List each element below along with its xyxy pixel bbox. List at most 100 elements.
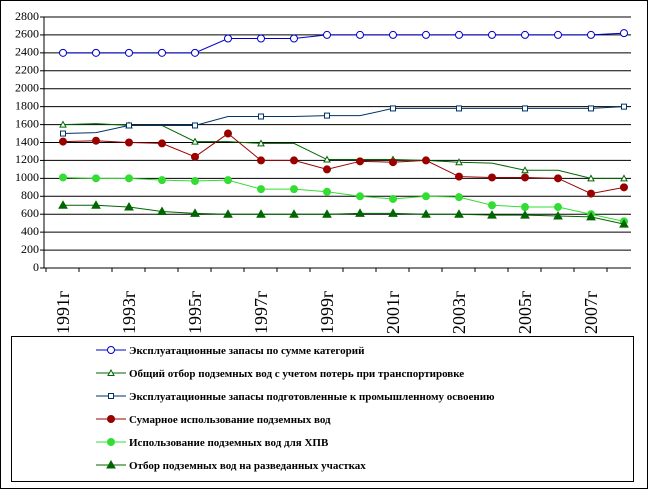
data-point: [58, 200, 68, 209]
legend-swatch-icon: [96, 415, 126, 423]
data-point: [620, 174, 628, 182]
data-point: [389, 158, 397, 167]
legend-swatch-icon: [96, 459, 126, 469]
data-point: [59, 173, 67, 182]
series-5: [59, 173, 628, 226]
x-tick-label: 1991г: [53, 291, 73, 334]
data-point: [587, 189, 595, 198]
legend-swatch-icon: [96, 438, 126, 446]
y-tick-label: 1600: [15, 116, 39, 130]
data-point: [324, 112, 330, 119]
data-point: [190, 208, 200, 217]
legend-label: Эксплуатационные запасы подготовленные к…: [129, 391, 495, 403]
data-point: [289, 209, 299, 218]
series-line: [62, 132, 625, 195]
data-point: [421, 209, 431, 218]
legend-swatch-marker: [106, 459, 116, 469]
data-point: [456, 105, 462, 112]
data-point: [257, 156, 265, 165]
y-tick-label: 2600: [15, 27, 39, 41]
data-point: [158, 48, 166, 57]
data-point: [422, 156, 430, 165]
data-point: [522, 105, 528, 112]
data-point: [191, 177, 199, 186]
legend-label: Общий отбор подземных вод с учетом потер…: [129, 368, 465, 380]
legend-label: Сумарное использование подземных вод: [129, 414, 331, 426]
data-point: [257, 139, 265, 147]
y-tick-label: 400: [21, 224, 39, 238]
data-point: [224, 129, 232, 138]
data-point: [389, 30, 397, 39]
line-chart: 0 200 400 600 800 1000 1200 1400 1600 1800 2000 220…: [15, 9, 631, 334]
series-3: [60, 103, 627, 137]
series-lines: [58, 29, 629, 228]
legend-item: Отбор подземных вод на разведанных участ…: [12, 457, 633, 477]
series-line: [63, 32, 625, 54]
y-tick-label: 2800: [15, 9, 39, 23]
data-point: [125, 174, 133, 183]
series-line: [63, 204, 625, 225]
data-point: [126, 122, 132, 129]
legend-swatch-marker: [107, 415, 115, 423]
series-1: [59, 29, 628, 57]
axes: [40, 16, 631, 272]
data-point: [455, 193, 463, 202]
data-point: [520, 210, 530, 219]
legend-label: Эксплуатационные запасы по сумме категор…: [129, 345, 365, 357]
y-tick-label: 1200: [15, 152, 39, 166]
data-point: [588, 105, 594, 112]
y-tick-label: 800: [21, 188, 39, 202]
data-point: [92, 48, 100, 57]
data-point: [290, 34, 298, 43]
data-point: [323, 155, 331, 163]
legend-swatch-marker: [107, 368, 115, 376]
data-point: [356, 192, 364, 201]
data-point: [621, 103, 627, 110]
data-point: [554, 203, 562, 212]
data-point: [59, 48, 67, 57]
data-point: [620, 29, 628, 38]
series-6: [58, 200, 629, 228]
legend-item: Сумарное использование подземных вод: [12, 411, 633, 431]
data-point: [290, 185, 298, 194]
data-point: [290, 156, 298, 165]
y-tick-label: 2000: [15, 80, 39, 94]
legend-swatch-marker: [107, 346, 115, 354]
data-point: [388, 208, 398, 217]
data-point: [587, 30, 595, 39]
data-point: [124, 202, 134, 211]
legend-label: Использование подземных вод для ХПВ: [129, 437, 329, 449]
data-point: [91, 200, 101, 209]
legend-swatch-icon: [96, 368, 126, 376]
legend-swatch-icon: [96, 393, 126, 399]
data-point: [455, 30, 463, 39]
data-point: [488, 173, 496, 182]
series-line: [62, 176, 625, 222]
legend-label: Отбор подземных вод на разведанных участ…: [129, 460, 366, 472]
y-tick-label: 1800: [15, 98, 39, 112]
data-point: [422, 192, 430, 201]
data-point: [586, 211, 596, 221]
data-point: [554, 30, 562, 39]
data-point: [521, 173, 529, 182]
x-tick-label: 1999г: [317, 291, 337, 334]
legend-item: Эксплуатационные запасы по сумме категор…: [12, 342, 633, 362]
data-point: [258, 113, 264, 120]
y-tick-label: 2400: [15, 45, 39, 59]
y-axis-ticks: 0 200 400 600 800 1000 1200 1400 1600 1800 2000 220…: [15, 9, 39, 274]
data-point: [59, 137, 67, 146]
data-point: [323, 165, 331, 174]
data-point: [257, 185, 265, 194]
series-4: [59, 129, 628, 198]
legend-item: Общий отбор подземных вод с учетом потер…: [12, 365, 633, 385]
data-point: [224, 176, 232, 185]
data-point: [158, 139, 166, 148]
data-point: [223, 209, 233, 218]
y-tick-label: 0: [33, 260, 39, 274]
x-axis-ticks: 1991г 1993г 1995г 1997г 1999г 2001г 2003г 2005г…: [53, 291, 601, 334]
data-point: [60, 130, 66, 137]
data-point: [323, 187, 331, 196]
data-point: [587, 174, 595, 182]
y-tick-label: 2200: [15, 63, 39, 77]
legend-swatch-icon: [96, 346, 126, 354]
